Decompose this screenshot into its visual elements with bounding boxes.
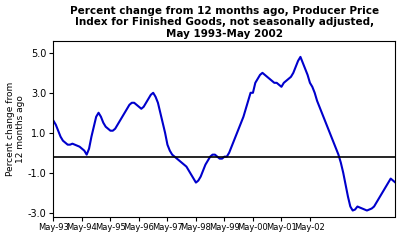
Title: Percent change from 12 months ago, Producer Price
Index for Finished Goods, not : Percent change from 12 months ago, Produ…: [70, 5, 379, 39]
Y-axis label: Percent change from
12 months ago: Percent change from 12 months ago: [6, 82, 25, 176]
